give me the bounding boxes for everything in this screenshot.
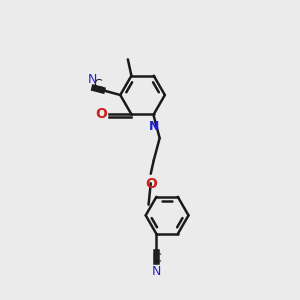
Text: O: O — [145, 177, 157, 191]
Text: O: O — [95, 107, 107, 121]
Text: N: N — [148, 120, 159, 133]
Text: C: C — [94, 78, 102, 91]
Text: C: C — [152, 252, 161, 265]
Text: N: N — [88, 73, 97, 86]
Text: N: N — [152, 265, 161, 278]
